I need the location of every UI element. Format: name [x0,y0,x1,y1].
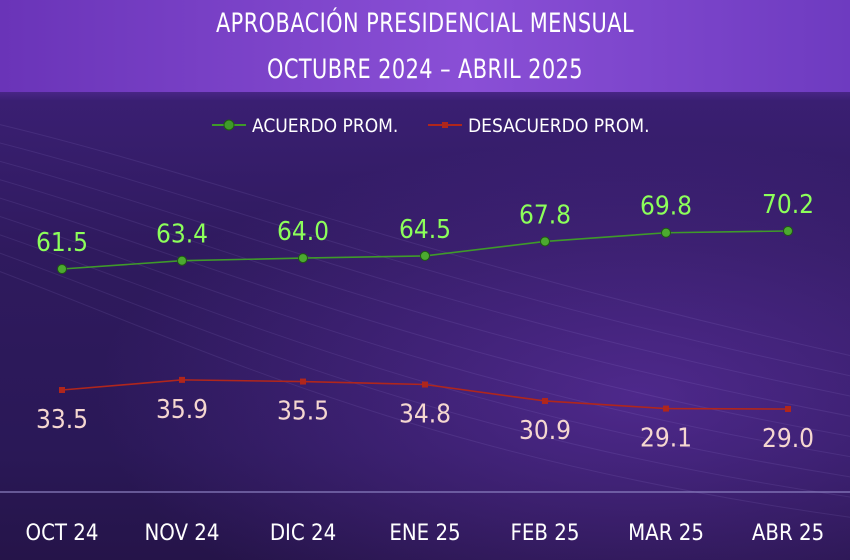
x-tick-label: DIC 24 [270,521,336,546]
desacuerdo-point [663,405,669,412]
legend: ACUERDO PROM. DESACUERDO PROM. [212,115,650,137]
x-tick-label: NOV 24 [145,521,220,546]
desacuerdo-point [59,387,65,393]
acuerdo-point [661,227,671,238]
legend-label: ACUERDO PROM. [252,115,398,137]
desacuerdo-value-label: 35.9 [156,395,208,425]
decor-curve [0,271,850,518]
desacuerdo-value-label: 30.9 [519,416,571,446]
x-tick-label: FEB 25 [511,521,580,546]
acuerdo-value-label: 69.8 [640,192,692,222]
acuerdo-value-label: 64.0 [277,217,329,247]
x-tick-label: ABR 25 [752,521,824,546]
desacuerdo-point [422,381,428,388]
decor-curve [0,179,850,417]
decor-curve [0,215,850,458]
x-tick-label: ENE 25 [389,521,460,546]
acuerdo-value-label: 63.4 [156,220,208,250]
chart-subtitle: OCTUBRE 2024 – ABRIL 2025 [266,54,584,85]
acuerdo-value-label: 64.5 [399,215,451,245]
decor-curve [0,197,850,437]
series-layer: 61.5 63.4 64.0 64.5 67.8 69.8 70.2 33.5 35.9 35.5… [36,190,814,454]
desacuerdo-value-label: 35.5 [277,397,329,427]
desacuerdo-value-label: 29.1 [640,424,692,454]
desacuerdo-value-label: 33.5 [36,405,88,435]
decor-curve [0,160,850,397]
desacuerdo-point [785,406,791,412]
x-axis-ticks: OCT 24 NOV 24 DIC 24 ENE 25 FEB 25 MAR 25 ABR … [26,521,825,546]
decor-curve [0,142,850,377]
acuerdo-point [57,264,67,274]
x-tick-label: OCT 24 [26,521,99,546]
background-curves [0,124,850,518]
desacuerdo-value-label: 34.8 [399,400,451,430]
legend-marker [223,119,235,131]
legend-marker [442,122,448,128]
acuerdo-point [540,236,550,247]
acuerdo-point [420,250,430,261]
desacuerdo-point [179,376,185,383]
desacuerdo-point [300,378,306,385]
acuerdo-value-label: 67.8 [519,200,571,230]
acuerdo-value-label: 70.2 [762,190,814,220]
chart-title: APROBACIÓN PRESIDENCIAL MENSUAL [215,8,635,39]
acuerdo-point [783,226,793,236]
acuerdo-point [177,255,187,266]
desacuerdo-value-label: 29.0 [762,424,814,454]
x-tick-label: MAR 25 [628,521,704,546]
desacuerdo-point [542,397,548,404]
decor-curve [0,234,850,478]
acuerdo-value-label: 61.5 [36,228,88,258]
legend-label: DESACUERDO PROM. [468,115,650,137]
decor-curve [0,124,850,357]
decor-curve [0,252,850,498]
acuerdo-point [298,253,308,264]
